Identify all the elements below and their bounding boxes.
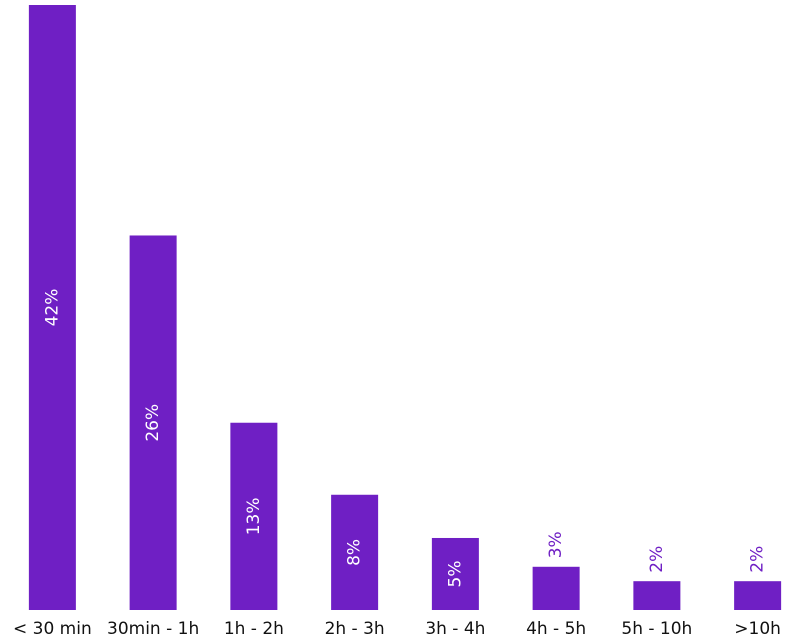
value-label: 42% — [42, 289, 62, 327]
value-label: 5% — [445, 560, 465, 587]
bar — [28, 5, 76, 610]
bar — [734, 581, 782, 610]
value-label: 8% — [345, 539, 365, 566]
x-tick-label: 30min - 1h — [107, 619, 199, 639]
bar — [532, 566, 580, 610]
x-tick-label: 5h - 10h — [621, 619, 692, 639]
bar — [129, 235, 177, 610]
bar — [230, 422, 278, 610]
value-label: 13% — [244, 497, 264, 535]
x-tick-label: 3h - 4h — [425, 619, 485, 639]
value-label: 2% — [748, 546, 768, 573]
x-tick-label: 1h - 2h — [224, 619, 284, 639]
x-tick-label: >10h — [734, 619, 781, 639]
value-label: 2% — [647, 546, 667, 573]
value-label: 26% — [143, 404, 163, 442]
x-tick-label: < 30 min — [13, 619, 92, 639]
value-label: 3% — [546, 531, 566, 558]
bar — [331, 494, 379, 610]
x-tick-label: 4h - 5h — [526, 619, 586, 639]
bar — [431, 537, 479, 610]
x-tick-label: 2h - 3h — [325, 619, 385, 639]
bar — [633, 581, 681, 610]
